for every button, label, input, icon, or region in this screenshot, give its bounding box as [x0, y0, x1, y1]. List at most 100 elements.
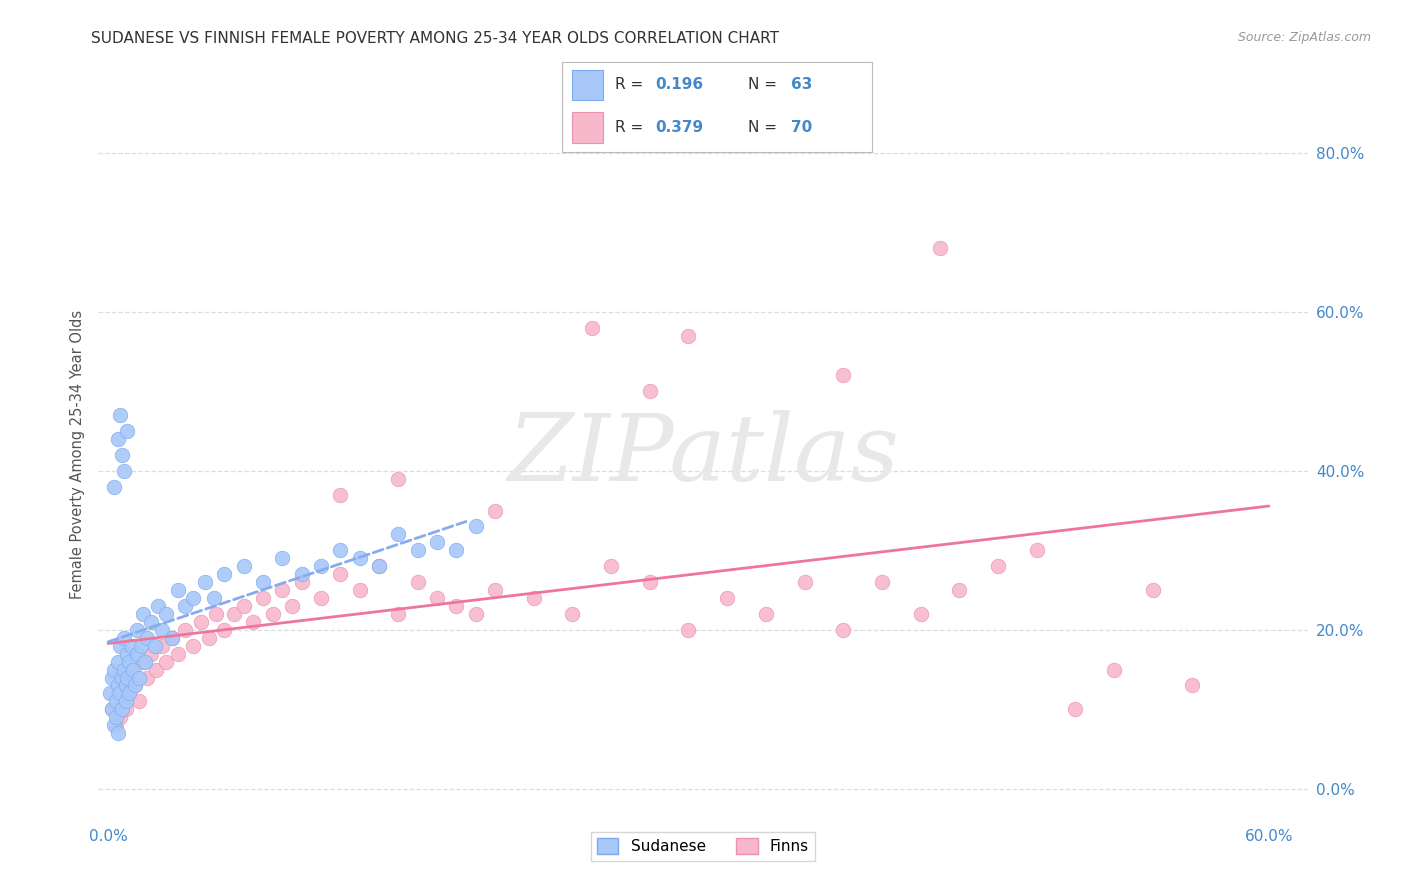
Point: [124, 678, 146, 692]
Point: [271, 551, 294, 566]
Point: [464, 519, 486, 533]
Point: [387, 527, 409, 541]
Point: [104, 718, 127, 732]
Point: [139, 647, 162, 661]
Point: [426, 591, 449, 605]
Point: [242, 615, 264, 629]
Point: [793, 575, 815, 590]
Point: [104, 694, 127, 708]
Point: [166, 647, 188, 661]
Point: [104, 710, 127, 724]
Y-axis label: Female Poverty Among 25-34 Year Olds: Female Poverty Among 25-34 Year Olds: [69, 310, 84, 599]
Point: [112, 631, 135, 645]
Point: [166, 583, 188, 598]
Point: [561, 607, 583, 621]
Point: [139, 615, 162, 629]
Point: [160, 631, 183, 645]
Point: [194, 575, 217, 590]
Point: [309, 591, 332, 605]
Point: [910, 607, 932, 621]
Point: [129, 639, 152, 653]
Point: [197, 631, 219, 645]
Text: 0.196: 0.196: [655, 78, 703, 92]
Point: [309, 559, 332, 574]
Point: [143, 639, 166, 653]
Point: [108, 408, 131, 422]
Point: [446, 599, 468, 613]
Point: [832, 623, 855, 637]
Point: [638, 384, 661, 399]
Point: [387, 472, 409, 486]
Point: [181, 639, 204, 653]
Point: [132, 655, 155, 669]
Point: [107, 432, 129, 446]
Point: [1064, 702, 1087, 716]
Point: [112, 663, 135, 677]
Point: [117, 647, 139, 661]
Point: [484, 503, 506, 517]
Point: [111, 694, 134, 708]
Point: [114, 678, 136, 692]
Point: [948, 583, 970, 598]
Point: [107, 726, 129, 740]
Text: SUDANESE VS FINNISH FEMALE POVERTY AMONG 25-34 YEAR OLDS CORRELATION CHART: SUDANESE VS FINNISH FEMALE POVERTY AMONG…: [91, 31, 779, 46]
Point: [329, 488, 352, 502]
Point: [638, 575, 661, 590]
Point: [212, 567, 235, 582]
Point: [290, 567, 312, 582]
Point: [252, 575, 274, 590]
FancyBboxPatch shape: [572, 112, 603, 143]
Point: [127, 647, 149, 661]
Point: [678, 328, 700, 343]
Point: [118, 686, 141, 700]
Point: [600, 559, 623, 574]
Point: [101, 671, 124, 685]
Point: [112, 678, 135, 692]
Point: [112, 464, 135, 478]
Point: [127, 623, 149, 637]
Point: [107, 686, 129, 700]
Point: [108, 710, 131, 724]
Point: [181, 591, 204, 605]
Text: Source: ZipAtlas.com: Source: ZipAtlas.com: [1237, 31, 1371, 45]
Point: [212, 623, 235, 637]
Point: [222, 607, 245, 621]
Point: [484, 583, 506, 598]
Point: [755, 607, 778, 621]
Point: [103, 480, 125, 494]
Point: [870, 575, 893, 590]
Point: [155, 655, 177, 669]
Point: [134, 655, 156, 669]
Point: [1025, 543, 1047, 558]
Point: [368, 559, 391, 574]
Point: [174, 599, 197, 613]
Point: [108, 686, 131, 700]
Point: [101, 702, 124, 716]
Text: 70: 70: [792, 120, 813, 135]
Point: [832, 368, 855, 383]
Point: [120, 639, 142, 653]
Point: [446, 543, 468, 558]
Point: [135, 631, 157, 645]
Point: [349, 583, 371, 598]
Point: [523, 591, 546, 605]
Point: [406, 543, 429, 558]
Point: [329, 543, 352, 558]
Point: [101, 702, 124, 716]
Point: [103, 663, 125, 677]
Text: R =: R =: [614, 120, 648, 135]
Point: [349, 551, 371, 566]
Point: [114, 694, 136, 708]
Point: [135, 671, 157, 685]
Point: [132, 607, 155, 621]
Point: [464, 607, 486, 621]
Point: [111, 702, 134, 716]
Point: [160, 631, 183, 645]
Point: [281, 599, 304, 613]
Text: ZIPatlas: ZIPatlas: [508, 410, 898, 500]
Point: [117, 671, 139, 685]
Point: [150, 623, 173, 637]
Point: [204, 591, 226, 605]
Point: [114, 702, 136, 716]
Point: [678, 623, 700, 637]
